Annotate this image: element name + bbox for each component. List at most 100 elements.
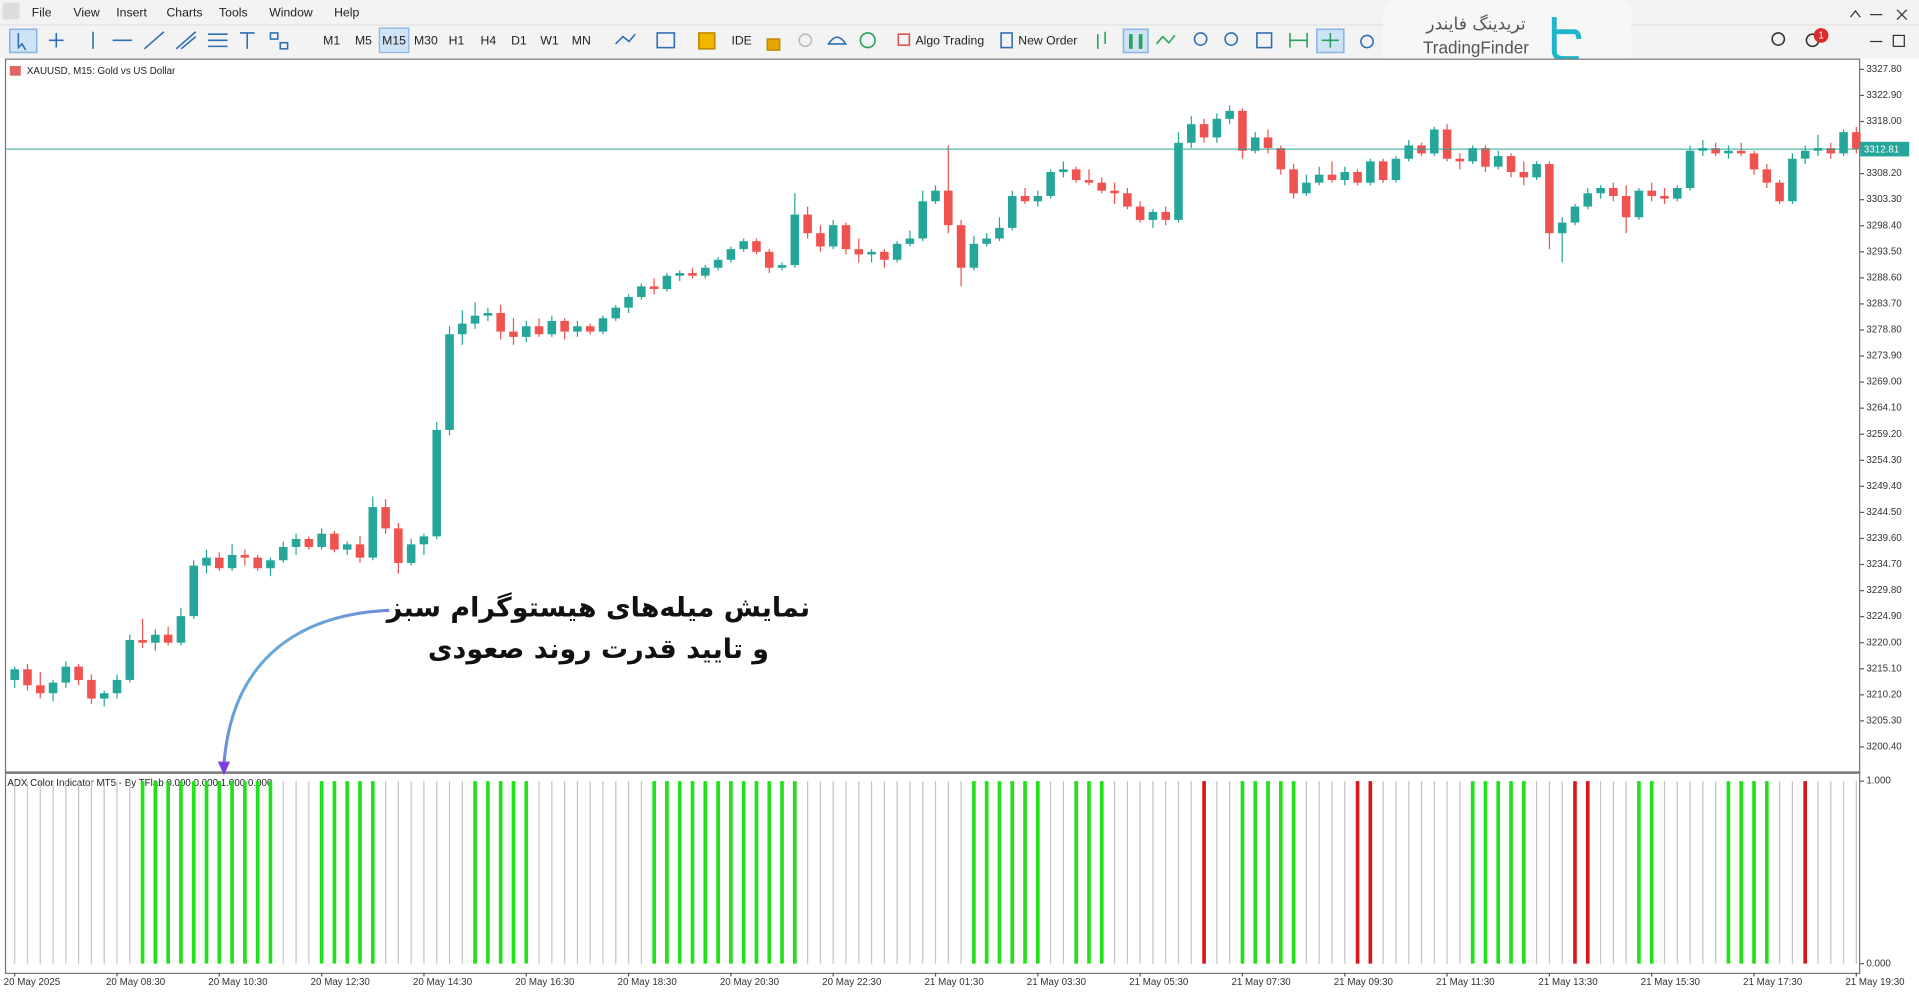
annotation-line: نمایش میله‌های هیستوگرام سبز <box>385 592 810 624</box>
menu-item[interactable]: View <box>73 6 99 20</box>
y-tick-label: 3229.80 <box>1866 585 1902 596</box>
ide-button[interactable]: IDE <box>731 34 751 48</box>
restore-arrow[interactable] <box>1849 10 1861 18</box>
y-tick-label: 3220.00 <box>1866 637 1902 648</box>
menu-item[interactable]: Window <box>269 6 313 20</box>
candle-body <box>112 679 122 694</box>
candle-body <box>1263 137 1273 149</box>
candle-body <box>944 190 953 226</box>
zoom-out-icon[interactable] <box>1224 32 1239 46</box>
y-tick-label: 3303.30 <box>1866 194 1902 205</box>
candle-body <box>1634 190 1644 218</box>
candles-icon[interactable] <box>1129 34 1143 49</box>
shift-icon[interactable] <box>1321 32 1339 48</box>
chart-restore[interactable] <box>1892 34 1905 47</box>
timeframe[interactable]: D1 <box>511 34 527 48</box>
candle-body <box>99 693 109 699</box>
timeframe[interactable]: MN <box>572 34 591 48</box>
chart-type-icon[interactable] <box>615 33 636 45</box>
new-order-button[interactable]: New Order <box>1018 34 1077 48</box>
candle-body <box>1724 150 1733 154</box>
menu-item[interactable]: Help <box>334 6 359 20</box>
x-tick-label: 20 May 12:30 <box>311 977 371 988</box>
current-price-box <box>1860 141 1910 157</box>
cloud-icon[interactable] <box>827 36 848 45</box>
candle-body <box>752 241 761 252</box>
screenshot-icon[interactable] <box>1360 34 1374 49</box>
order-icon[interactable] <box>1000 32 1013 49</box>
x-tick-label: 20 May 14:30 <box>413 977 473 988</box>
candle-body <box>1046 172 1055 196</box>
crosshair-icon[interactable] <box>48 32 64 48</box>
y-tick-label: 3200.40 <box>1866 742 1902 753</box>
x-tick-label: 21 May 09:30 <box>1334 977 1394 988</box>
timeframe[interactable]: M30 <box>414 34 438 48</box>
x-tick-label: 20 May 16:30 <box>515 977 575 988</box>
search-icon[interactable] <box>1771 32 1786 46</box>
lock-icon[interactable] <box>766 38 781 51</box>
algo-trading-button[interactable]: Algo Trading <box>915 34 984 48</box>
signal-icon[interactable] <box>798 33 813 48</box>
menu-item[interactable]: Charts <box>166 6 202 20</box>
candle-body <box>1084 180 1094 183</box>
channel-icon[interactable] <box>175 31 197 50</box>
current-price-label: 3312.81 <box>1864 144 1899 155</box>
zoom-in-icon[interactable] <box>1193 32 1208 46</box>
candle-body <box>585 326 595 332</box>
menu-item[interactable]: Tools <box>219 6 248 20</box>
cursor-icon[interactable] <box>17 32 27 51</box>
menu-item[interactable]: Insert <box>116 6 147 20</box>
candle-body <box>1481 148 1490 167</box>
candle-body <box>739 241 748 250</box>
candles-button[interactable] <box>1122 28 1149 54</box>
y-tick-label: 3293.50 <box>1866 246 1902 257</box>
fibo-icon[interactable] <box>208 33 228 48</box>
timeframe[interactable]: M5 <box>355 34 372 48</box>
algo-icon[interactable] <box>897 33 911 46</box>
candle-body <box>880 251 889 260</box>
candle-body <box>1826 148 1836 154</box>
close-button[interactable] <box>1896 9 1908 20</box>
menu-item[interactable]: File <box>32 6 52 20</box>
market-icon[interactable] <box>698 32 716 50</box>
candle-body <box>1519 172 1529 178</box>
candle-body <box>1097 182 1107 191</box>
template-icon[interactable] <box>656 32 676 49</box>
candle-body <box>1212 118 1222 138</box>
x-tick-label: 20 May 2025 <box>4 977 61 988</box>
vps-icon[interactable] <box>859 32 876 49</box>
candle-body <box>227 554 237 569</box>
candle-body <box>74 666 83 680</box>
candle-body <box>713 259 723 268</box>
candle-body <box>291 538 301 547</box>
timeframe[interactable]: H1 <box>449 34 465 48</box>
shapes-icon[interactable] <box>269 32 279 40</box>
scroll-icon[interactable] <box>1289 32 1308 48</box>
y-tick-label: 3308.20 <box>1866 168 1902 179</box>
x-tick-label: 21 May 19:30 <box>1845 977 1905 988</box>
y-tick-label: 3215.10 <box>1866 663 1902 674</box>
line-icon[interactable] <box>1155 34 1176 45</box>
timeframe[interactable]: W1 <box>540 34 559 48</box>
candle-body <box>202 557 211 566</box>
timeframe[interactable]: H4 <box>480 34 496 48</box>
candle-body <box>675 273 685 276</box>
candle-body <box>867 251 876 255</box>
y-tick-label: 3264.10 <box>1866 403 1902 414</box>
timeframe[interactable]: M1 <box>323 34 340 48</box>
shapes-icon[interactable] <box>279 41 289 50</box>
cursor-button[interactable] <box>8 28 38 54</box>
app-icon[interactable] <box>2 2 20 20</box>
y-tick-label: 3244.50 <box>1866 507 1902 518</box>
candle-body <box>726 249 736 260</box>
trendline-icon[interactable] <box>143 31 165 50</box>
active-timeframe[interactable] <box>378 27 410 54</box>
candle-body <box>1250 137 1260 151</box>
timeframe[interactable]: M15 <box>382 34 406 48</box>
bars-icon[interactable] <box>1096 31 1106 49</box>
candle-body <box>189 565 199 617</box>
grid-icon[interactable] <box>1256 32 1273 49</box>
candle-body <box>1545 164 1554 234</box>
text-icon[interactable] <box>239 32 255 49</box>
y-tick-label: 3254.30 <box>1866 455 1902 466</box>
